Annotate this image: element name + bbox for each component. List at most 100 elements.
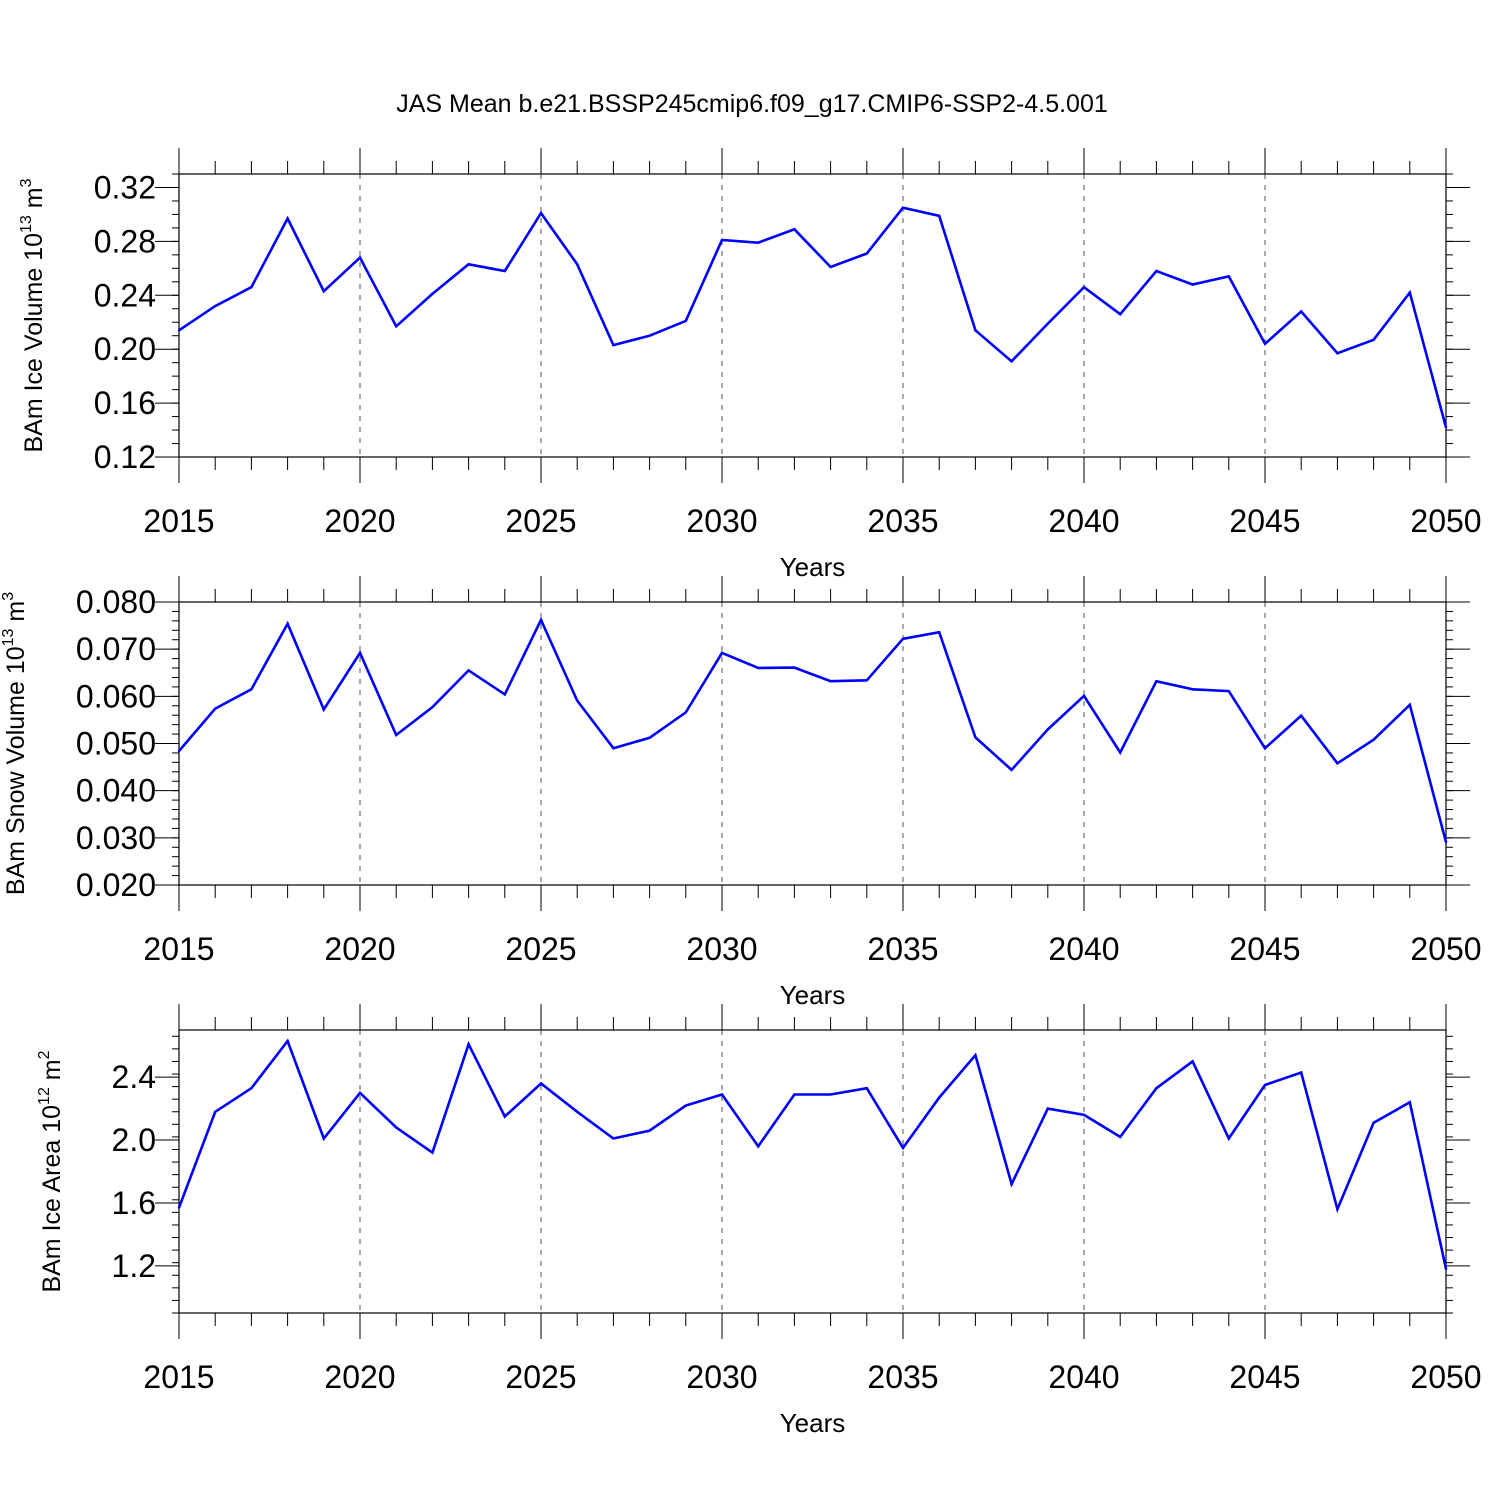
data-point <box>938 1096 941 1099</box>
y-axis-label-exponent: 13 <box>0 628 17 646</box>
y-tick-label: 0.030 <box>76 820 156 856</box>
chart-title: JAS Mean b.e21.BSSP245cmip6.f09_g17.CMIP… <box>396 90 1108 118</box>
x-tick-label: 2035 <box>867 931 938 967</box>
data-point <box>757 241 760 244</box>
y-tick-label: 0.32 <box>94 169 156 205</box>
data-point <box>576 1110 579 1113</box>
y-axis-label-exponent: 12 <box>36 1087 53 1105</box>
data-point <box>214 707 217 710</box>
data-point <box>1191 1060 1194 1063</box>
data-point <box>1227 275 1231 278</box>
data-point <box>431 705 434 709</box>
data-point <box>539 618 543 622</box>
data-point <box>503 269 506 273</box>
x-tick-label: 2035 <box>867 503 938 539</box>
data-point <box>648 736 651 740</box>
x-tick-label: 2025 <box>505 503 576 539</box>
x-tick-label: 2050 <box>1410 1359 1481 1395</box>
data-point <box>177 749 181 753</box>
data-point <box>1010 768 1013 772</box>
data-point <box>1119 1135 1122 1139</box>
x-tick-label: 2045 <box>1229 503 1300 539</box>
data-point <box>358 256 362 259</box>
series-line <box>177 1038 1448 1270</box>
data-point <box>1046 1107 1050 1110</box>
data-point <box>1227 689 1231 693</box>
x-tick-label: 2020 <box>324 931 395 967</box>
data-point <box>901 637 905 640</box>
x-tick-label: 2050 <box>1410 503 1481 539</box>
data-point <box>467 1042 470 1046</box>
data-point <box>250 688 253 691</box>
x-tick-label: 2030 <box>686 931 757 967</box>
data-point <box>1010 1182 1013 1186</box>
data-point <box>576 699 579 702</box>
data-point <box>684 1104 687 1107</box>
data-point <box>395 733 398 737</box>
data-point <box>431 292 434 296</box>
data-point <box>1372 738 1375 741</box>
data-point <box>1300 310 1303 313</box>
x-tick-label: 2015 <box>143 503 214 539</box>
data-point <box>793 228 796 231</box>
y-tick-label: 0.040 <box>76 773 156 809</box>
x-tick-label: 2030 <box>686 1359 757 1395</box>
data-point <box>829 680 832 683</box>
data-point <box>757 666 760 670</box>
data-point <box>720 651 724 655</box>
panels: 2015 2020 2025 2030 2035 2040 2045 2050 Years 0.1… <box>0 148 1482 1438</box>
data-point <box>1155 269 1158 273</box>
data-point <box>720 1093 724 1096</box>
x-tick-label: 2015 <box>143 1359 214 1395</box>
data-point <box>612 747 615 750</box>
x-tick-label: 2040 <box>1048 931 1119 967</box>
data-point <box>865 679 868 682</box>
data-point <box>974 329 977 332</box>
data-point <box>1408 703 1412 707</box>
data-point <box>395 1126 398 1129</box>
data-point <box>1191 688 1194 691</box>
data-point <box>286 217 289 220</box>
data-point <box>684 319 687 323</box>
plot-frame <box>178 173 1447 458</box>
data-point <box>1082 1113 1086 1117</box>
y-axis-label-unit: m <box>38 1059 66 1087</box>
y-tick-label: 0.16 <box>94 385 156 421</box>
data-point <box>1227 1137 1231 1140</box>
data-point <box>1046 322 1050 325</box>
y-tick-label: 1.6 <box>112 1185 156 1221</box>
x-tick-label: 2030 <box>686 503 757 539</box>
data-point <box>612 1137 615 1140</box>
data-point <box>358 651 362 655</box>
x-axis-label: Years <box>780 552 846 582</box>
data-point <box>1372 338 1375 341</box>
x-tick-label: 2035 <box>867 1359 938 1395</box>
data-point <box>214 304 217 308</box>
plot-frame <box>178 601 1447 886</box>
x-tick-label: 2040 <box>1048 503 1119 539</box>
data-point <box>793 1093 796 1096</box>
data-point <box>539 1082 543 1085</box>
y-axis-label-exponent: 13 <box>18 215 35 233</box>
data-point <box>431 1151 434 1154</box>
y-tick-label: 0.24 <box>94 277 156 313</box>
data-point <box>1444 1267 1448 1271</box>
y-axis-label: BAm Snow Volume 1013 m3 <box>0 592 30 895</box>
x-tick-label: 2050 <box>1410 931 1481 967</box>
chart-panel-1: 2015 2020 2025 2030 2035 2040 2045 2050 Years 0.1… <box>18 148 1482 582</box>
data-point <box>1082 694 1086 698</box>
data-point <box>1191 283 1194 286</box>
plot-frame <box>178 1029 1447 1314</box>
data-point <box>576 263 579 266</box>
data-point <box>467 263 470 266</box>
x-tick-label: 2045 <box>1229 931 1300 967</box>
x-tick-label: 2045 <box>1229 1359 1300 1395</box>
data-point <box>1300 714 1303 717</box>
data-point <box>684 711 687 714</box>
data-point <box>648 1129 651 1132</box>
data-point <box>1046 728 1050 731</box>
data-point <box>938 214 941 217</box>
series-line <box>178 206 1448 428</box>
y-axis-label: BAm Ice Area 1012 m2 <box>36 1050 66 1292</box>
data-point <box>1082 286 1086 289</box>
